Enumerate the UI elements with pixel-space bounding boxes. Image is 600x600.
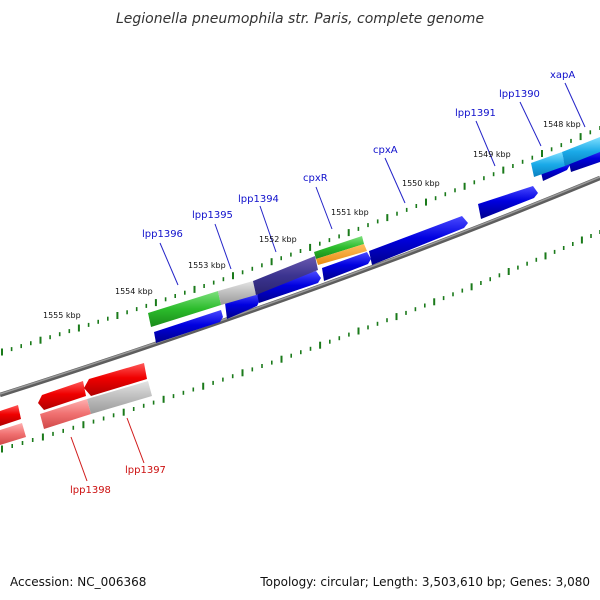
forward-cds-feature[interactable]	[478, 186, 538, 219]
forward-category-track	[148, 137, 600, 327]
category-segment	[314, 236, 364, 259]
category-segment	[40, 399, 91, 429]
kbp-label: 1549 kbp	[473, 150, 511, 159]
gene-label[interactable]: lpp1396	[142, 229, 183, 240]
genome-summary-text: Topology: circular; Length: 3,503,610 bp…	[259, 575, 590, 589]
genome-backbone	[0, 175, 600, 398]
reverse-gene-labels: lpp1398 lpp1397	[70, 465, 166, 496]
gene-label[interactable]: lpp1395	[192, 210, 233, 221]
upper-tick-track	[1, 126, 600, 356]
category-segment	[148, 291, 221, 327]
gene-label[interactable]: lpp1390	[499, 89, 540, 100]
gene-label[interactable]: lpp1397	[125, 465, 166, 476]
kbp-label: 1552 kbp	[259, 235, 297, 244]
gene-label[interactable]: cpxA	[373, 145, 398, 156]
reverse-label-leaders	[70, 417, 145, 482]
forward-gene-labels: lpp1396 lpp1395 lpp1394 cpxR cpxA lpp139…	[142, 70, 575, 240]
kbp-label: 1551 kbp	[331, 208, 369, 217]
reverse-category-track	[0, 381, 152, 445]
gene-label[interactable]: cpxR	[303, 173, 328, 184]
forward-cds-feature[interactable]	[154, 310, 223, 343]
reverse-cds-feature[interactable]	[0, 405, 21, 426]
gene-label[interactable]: xapA	[550, 70, 575, 81]
category-segment	[0, 423, 26, 445]
category-segment	[316, 244, 367, 265]
map-title: Legionella pneumophila str. Paris, compl…	[116, 11, 484, 27]
forward-label-leaders	[159, 82, 586, 286]
gene-label[interactable]: lpp1391	[455, 108, 496, 119]
category-segment	[218, 281, 256, 305]
kbp-labels: 1555 kbp 1554 kbp 1553 kbp 1552 kbp 1551…	[43, 120, 581, 320]
forward-cds-track	[154, 147, 600, 343]
forward-cds-feature[interactable]	[322, 252, 371, 281]
category-segment	[87, 381, 152, 414]
forward-cds-feature[interactable]	[369, 216, 468, 265]
reverse-cds-feature[interactable]	[84, 363, 147, 396]
kbp-label: 1550 kbp	[402, 179, 440, 188]
gene-label[interactable]: lpp1398	[70, 485, 111, 496]
category-segment	[562, 137, 600, 166]
kbp-label: 1553 kbp	[188, 261, 226, 270]
kbp-label: 1554 kbp	[115, 287, 153, 296]
kbp-label: 1555 kbp	[43, 311, 81, 320]
forward-cds-feature[interactable]	[256, 271, 321, 303]
accession-text: Accession: NC_006368	[10, 575, 146, 589]
category-segment	[253, 256, 318, 295]
kbp-label: 1548 kbp	[543, 120, 581, 129]
category-segment	[531, 152, 565, 177]
reverse-cds-feature[interactable]	[38, 381, 86, 410]
lower-tick-track	[1, 230, 600, 453]
reverse-cds-track	[0, 363, 147, 426]
forward-cds-feature[interactable]	[225, 293, 260, 319]
gene-label[interactable]: lpp1394	[238, 194, 279, 205]
